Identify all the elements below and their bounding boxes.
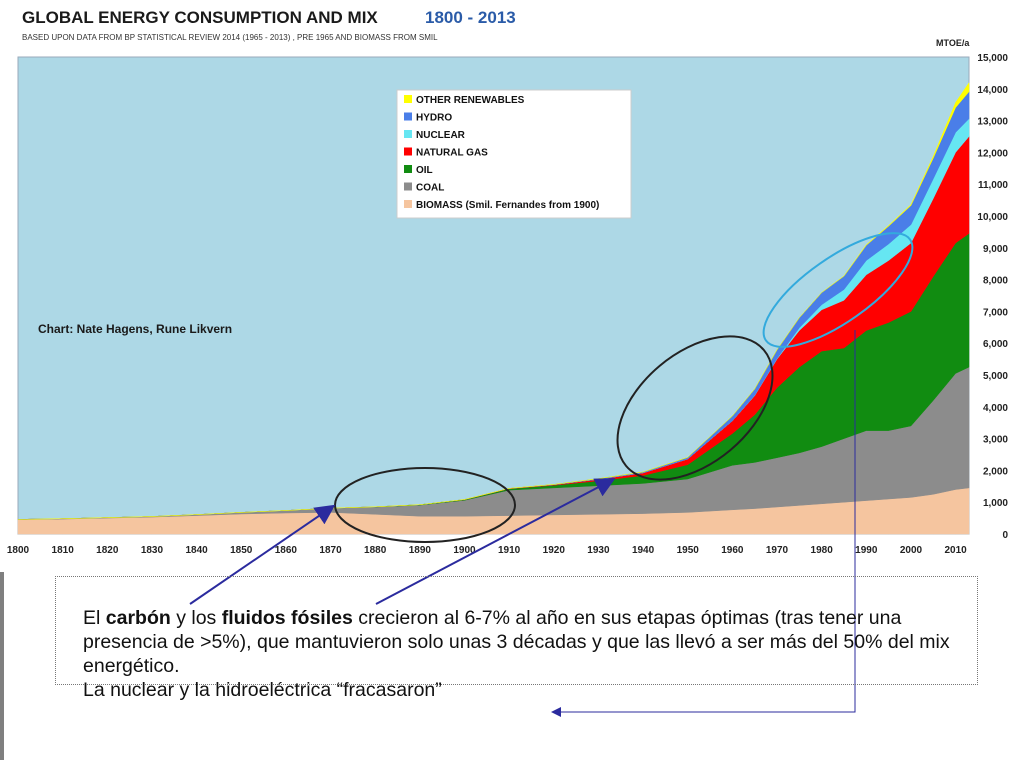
chart-credit: Chart: Nate Hagens, Rune Likvern [38, 322, 232, 336]
x-tick-label: 1960 [721, 545, 744, 556]
legend-label: HYDRO [416, 113, 452, 124]
legend-label: OIL [416, 165, 433, 176]
x-tick-label: 2000 [900, 545, 923, 556]
annotation-frame [55, 576, 978, 685]
ellipse-nuclear-hydro [762, 232, 914, 348]
y-tick-label: 14,000 [977, 85, 1008, 96]
x-tick-label: 1900 [453, 545, 476, 556]
arrow-coal [189, 504, 336, 605]
x-tick-label: 1840 [185, 545, 208, 556]
x-tick-label: 1800 [7, 545, 30, 556]
arrow-nuclear-hydro [551, 330, 856, 717]
x-tick-label: 2010 [944, 545, 967, 556]
y-tick-label: 8,000 [983, 276, 1008, 287]
x-tick-label: 1970 [766, 545, 789, 556]
y-tick-label: 3,000 [983, 435, 1008, 446]
legend-swatch [404, 165, 412, 173]
annotation-text-1a: El [83, 607, 106, 629]
x-tick-label: 1810 [52, 545, 75, 556]
x-tick-label: 1980 [811, 545, 834, 556]
annotation-text-2: La nuclear y la hidroeléctrica “fracasar… [83, 679, 442, 701]
legend-label: OTHER RENEWABLES [416, 95, 525, 106]
legend: OTHER RENEWABLES HYDRO NUCLEAR NATURAL GAS O… [396, 89, 632, 219]
legend-label: BIOMASS (Smil. Fernandes from 1900) [416, 200, 599, 211]
x-tick-label: 1950 [677, 545, 700, 556]
y-tick-label: 0 [1002, 530, 1008, 541]
x-tick-label: 1870 [319, 545, 342, 556]
x-tick-label: 1990 [855, 545, 878, 556]
annotation-text-1e: crecieron al 6-7% al año en sus etapas ó… [83, 607, 950, 677]
x-tick-label: 1940 [632, 545, 655, 556]
legend-label: NUCLEAR [416, 130, 466, 141]
legend-swatch [404, 112, 412, 121]
annotation-fossil-fluids: fluidos fósiles [221, 607, 353, 629]
x-tick-label: 1820 [96, 545, 119, 556]
x-axis: 1800 1810 1820 1830 1840 1850 1860 1870 1880 1890… [7, 545, 967, 556]
y-tick-label: 9,000 [983, 244, 1008, 255]
y-tick-label: 15,000 [977, 53, 1008, 64]
annotation-text: El carbón y los fluidos fósiles creciero… [83, 606, 983, 702]
annotation-text-1c: y los [170, 607, 222, 629]
legend-label: COAL [416, 183, 444, 194]
area-series-group [17, 81, 970, 535]
ellipse-fossil-growth [616, 335, 774, 481]
x-tick-label: 1920 [543, 545, 566, 556]
y-tick-label: 12,000 [977, 148, 1008, 159]
x-tick-label: 1830 [141, 545, 164, 556]
legend-swatch [404, 200, 412, 208]
x-tick-label: 1910 [498, 545, 521, 556]
y-tick-label: 2,000 [983, 466, 1008, 477]
legend-swatch [404, 95, 412, 103]
y-tick-label: 4,000 [983, 403, 1008, 414]
y-tick-label: 13,000 [977, 117, 1008, 128]
y-tick-label: 6,000 [983, 339, 1008, 350]
chart-subtitle: BASED UPON DATA FROM BP STATISTICAL REVI… [22, 33, 438, 42]
y-tick-label: 7,000 [983, 307, 1008, 318]
x-tick-label: 1880 [364, 545, 387, 556]
x-tick-label: 1930 [587, 545, 610, 556]
y-tick-label: 10,000 [977, 212, 1008, 223]
y-tick-label: 5,000 [983, 371, 1008, 382]
y-tick-label: 11,000 [978, 180, 1008, 191]
y-tick-label: 1,000 [983, 498, 1008, 509]
x-tick-label: 1860 [275, 545, 298, 556]
series-area-6 [17, 81, 970, 520]
annotation-coal: carbón [105, 607, 171, 629]
x-tick-label: 1890 [409, 545, 432, 556]
legend-swatch [404, 182, 412, 191]
legend-swatch [404, 130, 412, 138]
legend-swatch [404, 147, 412, 156]
x-tick-label: 1850 [230, 545, 253, 556]
chart-title-years: 1800 - 2013 [425, 8, 516, 27]
y-axis: 0 1,000 2,000 3,000 4,000 5,000 6,000 7,000 8,00… [977, 53, 1008, 541]
legend-box [396, 89, 632, 219]
y-axis-unit: MTOE/a [936, 38, 970, 48]
chart-title: GLOBAL ENERGY CONSUMPTION AND MIX [22, 8, 378, 27]
legend-label: NATURAL GAS [416, 148, 488, 159]
left-edge-bar [0, 572, 4, 760]
arrow-fossil [375, 478, 616, 605]
